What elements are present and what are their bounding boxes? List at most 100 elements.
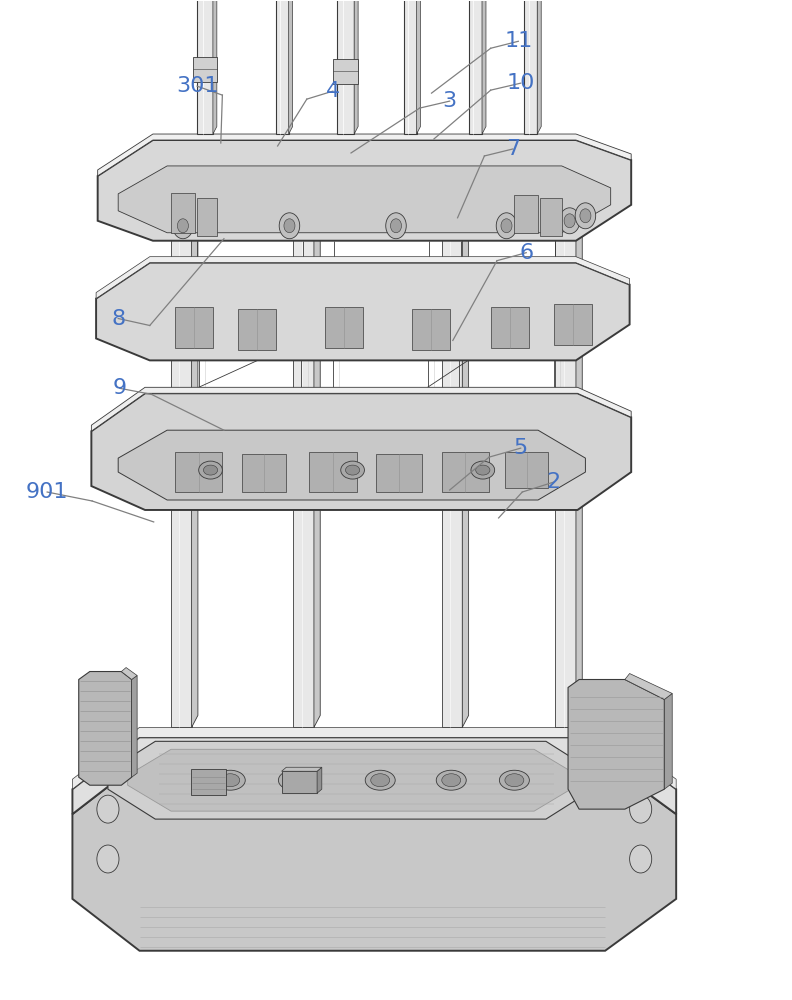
Polygon shape (197, 0, 213, 134)
Text: 11: 11 (505, 31, 532, 51)
Ellipse shape (221, 774, 240, 787)
Text: 3: 3 (443, 91, 457, 111)
Polygon shape (128, 749, 577, 811)
Polygon shape (376, 454, 422, 492)
Polygon shape (91, 387, 631, 431)
Polygon shape (78, 672, 131, 785)
Text: 4: 4 (326, 81, 340, 101)
Polygon shape (463, 152, 469, 727)
Polygon shape (514, 195, 538, 233)
Polygon shape (412, 309, 450, 350)
Polygon shape (288, 0, 292, 134)
Polygon shape (97, 134, 631, 176)
Circle shape (284, 219, 295, 233)
Ellipse shape (505, 774, 524, 787)
Circle shape (173, 213, 193, 239)
Ellipse shape (341, 461, 364, 479)
Polygon shape (505, 452, 548, 488)
Polygon shape (404, 0, 417, 134)
Polygon shape (491, 307, 528, 348)
Polygon shape (442, 152, 469, 164)
Ellipse shape (204, 465, 218, 475)
Polygon shape (193, 57, 217, 82)
Polygon shape (192, 139, 198, 727)
Circle shape (390, 219, 402, 233)
Polygon shape (96, 263, 630, 360)
Polygon shape (191, 769, 227, 795)
Polygon shape (554, 304, 592, 345)
Polygon shape (171, 139, 198, 151)
Polygon shape (537, 0, 541, 134)
Polygon shape (131, 676, 137, 777)
Polygon shape (175, 452, 223, 492)
Polygon shape (118, 430, 585, 500)
Text: 301: 301 (176, 76, 219, 96)
Ellipse shape (345, 465, 360, 475)
Polygon shape (72, 727, 676, 789)
Polygon shape (97, 140, 631, 241)
Ellipse shape (471, 461, 495, 479)
Polygon shape (282, 767, 322, 771)
Ellipse shape (279, 770, 308, 790)
Circle shape (97, 795, 119, 823)
Polygon shape (555, 181, 576, 727)
Circle shape (580, 209, 591, 223)
Polygon shape (282, 771, 317, 793)
Polygon shape (333, 59, 358, 84)
Polygon shape (625, 674, 672, 699)
Polygon shape (568, 680, 664, 809)
Polygon shape (118, 166, 611, 233)
Polygon shape (576, 169, 582, 727)
Polygon shape (325, 307, 363, 348)
Polygon shape (417, 0, 421, 134)
Polygon shape (337, 0, 354, 134)
Circle shape (386, 213, 406, 239)
Text: 901: 901 (26, 482, 68, 502)
Polygon shape (524, 0, 537, 134)
Text: 7: 7 (506, 139, 520, 159)
Polygon shape (91, 393, 631, 510)
Polygon shape (175, 307, 213, 348)
Circle shape (280, 213, 299, 239)
Polygon shape (314, 157, 320, 727)
Polygon shape (238, 309, 276, 350)
Polygon shape (96, 257, 630, 299)
Circle shape (501, 219, 512, 233)
Text: 10: 10 (507, 73, 535, 93)
Circle shape (497, 213, 516, 239)
Text: 5: 5 (513, 438, 527, 458)
Text: 2: 2 (546, 472, 561, 492)
Polygon shape (482, 0, 486, 134)
Circle shape (630, 795, 652, 823)
Polygon shape (197, 198, 217, 236)
Ellipse shape (442, 774, 461, 787)
Text: 8: 8 (111, 309, 125, 329)
Polygon shape (213, 0, 217, 134)
Circle shape (97, 845, 119, 873)
Circle shape (564, 214, 575, 228)
Ellipse shape (476, 465, 490, 475)
Polygon shape (442, 164, 463, 727)
Polygon shape (171, 193, 195, 233)
Circle shape (177, 219, 188, 233)
Polygon shape (72, 737, 676, 814)
Polygon shape (309, 452, 356, 492)
Polygon shape (664, 693, 672, 789)
Ellipse shape (284, 774, 303, 787)
Polygon shape (317, 767, 322, 793)
Ellipse shape (199, 461, 223, 479)
Circle shape (630, 845, 652, 873)
Polygon shape (242, 454, 285, 492)
Ellipse shape (365, 770, 395, 790)
Polygon shape (293, 169, 314, 727)
Circle shape (575, 203, 596, 229)
Polygon shape (442, 452, 489, 492)
Text: 9: 9 (112, 378, 127, 398)
Ellipse shape (215, 770, 246, 790)
Ellipse shape (371, 774, 390, 787)
Polygon shape (555, 169, 582, 181)
Polygon shape (108, 741, 593, 819)
Polygon shape (469, 0, 482, 134)
Ellipse shape (436, 770, 466, 790)
Polygon shape (171, 151, 192, 727)
